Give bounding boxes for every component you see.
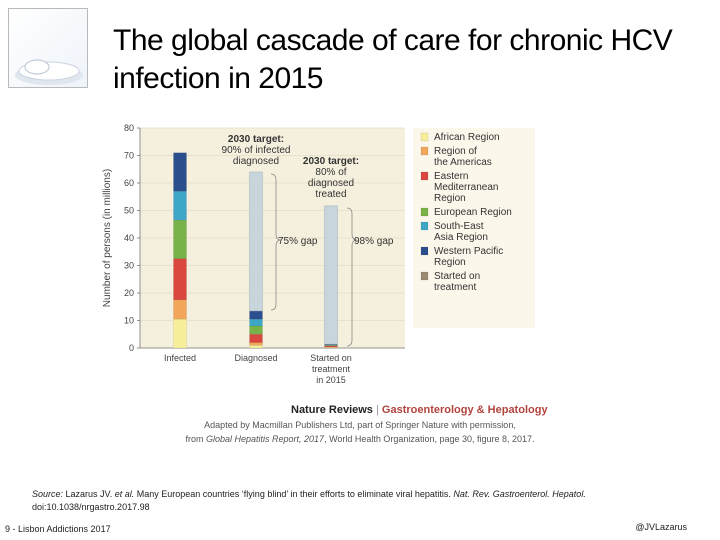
- bar-segment: [173, 258, 187, 301]
- legend-label: Started on: [434, 271, 480, 282]
- bar-segment: [249, 345, 263, 349]
- legend-label: treatment: [434, 282, 476, 293]
- source-authors: Lazarus JV.: [63, 489, 115, 499]
- source-line-1: Source: Lazarus JV. et al. Many European…: [32, 488, 692, 501]
- bar-segment: [173, 318, 187, 349]
- bar-segment: [249, 325, 263, 335]
- y-axis: 0 10 20 30 40 50 60 70 80: [124, 123, 405, 353]
- credit-line-2: from Global Hepatitis Report, 2017, Worl…: [150, 432, 570, 446]
- y-tick-label: 80: [124, 123, 134, 133]
- y-tick-label: 70: [124, 151, 134, 161]
- source-label: Source:: [32, 489, 64, 499]
- source-text: Many European countries ‘flying blind’ i…: [134, 489, 454, 499]
- y-axis-label: Number of persons (in millions): [102, 169, 113, 307]
- legend-label: Asia Region: [434, 232, 488, 243]
- annotation-line: 80% of: [315, 167, 346, 178]
- bar-segment: [173, 299, 187, 320]
- gap-segment: [324, 205, 338, 345]
- source-doi: doi:10.1038/nrgastro.2017.98: [32, 502, 150, 512]
- source-journal: Nat. Rev. Gastroenterol. Hepatol.: [453, 489, 586, 499]
- legend-swatch: [420, 207, 429, 217]
- bar-segment: [249, 334, 263, 343]
- globe-icon: [15, 59, 83, 85]
- x-tick-label: Started on: [310, 353, 352, 363]
- gap-bracket-treated: [346, 207, 358, 347]
- y-tick-label: 40: [124, 233, 134, 243]
- legend-background: [413, 128, 535, 328]
- gap-brackets: [270, 173, 358, 347]
- bars: [173, 152, 338, 349]
- source-citation: Source: Lazarus JV. et al. Many European…: [32, 488, 692, 514]
- legend-label: Mediterranean: [434, 182, 498, 193]
- image-credit: Adapted by Macmillan Publishers Ltd, par…: [150, 418, 570, 446]
- logo-icon: [8, 8, 88, 88]
- x-tick-label: Infected: [164, 353, 196, 363]
- annotation-target-treated: 2030 target: 80% of diagnosed treated: [303, 156, 359, 200]
- legend-swatch: [420, 246, 429, 256]
- credit-line-1: Adapted by Macmillan Publishers Ltd, par…: [204, 420, 516, 430]
- annotation-line: diagnosed: [233, 156, 279, 167]
- y-tick-label: 0: [129, 343, 134, 353]
- title-line-1: The global cascade of care for chronic H…: [113, 24, 673, 57]
- legend-label: Western Pacific: [434, 246, 503, 257]
- annotation-target-diagnosed: 2030 target: 90% of infected diagnosed: [222, 134, 291, 167]
- bar-segment: [173, 219, 187, 259]
- bar-segment: [249, 310, 263, 320]
- gap-bracket-diagnosed: [270, 173, 282, 311]
- bar-segment: [249, 342, 263, 346]
- y-tick-label: 10: [124, 316, 134, 326]
- legend-label: Region: [434, 193, 466, 204]
- bar-segment: [249, 318, 263, 327]
- legend-label: the Americas: [434, 157, 492, 168]
- publisher-section: Gastroenterology & Hepatology: [382, 404, 549, 416]
- x-tick-label: Diagnosed: [234, 353, 277, 363]
- title-line-2: infection in 2015: [113, 62, 324, 95]
- y-tick-label: 60: [124, 178, 134, 188]
- legend-label: South-East: [434, 221, 484, 232]
- legend-label: Region of: [434, 146, 477, 157]
- credit-prefix: from: [185, 434, 206, 444]
- footer-right: @JVLazarus: [635, 522, 687, 532]
- legend-label: Region: [434, 257, 466, 268]
- legend-swatch: [420, 221, 429, 231]
- gap-segment: [249, 171, 263, 312]
- annotation-line: diagnosed: [308, 178, 354, 189]
- bar-segment: [173, 191, 187, 221]
- y-tick-label: 50: [124, 206, 134, 216]
- legend-label: Eastern: [434, 171, 468, 182]
- legend-swatch: [420, 132, 429, 142]
- credit-report-title: Global Hepatitis Report, 2017: [205, 434, 325, 444]
- x-tick-label: in 2015: [316, 375, 346, 385]
- page-title: The global cascade of care for chronic H…: [113, 22, 693, 98]
- publisher-label: Nature Reviews | Gastroenterology & Hepa…: [291, 404, 548, 416]
- publisher-name: Nature Reviews: [291, 404, 373, 416]
- cascade-chart: 0 10 20 30 40 50 60 70 80 Number of persons (in …: [102, 123, 548, 416]
- annotation-line: 90% of infected: [222, 145, 291, 156]
- gap-label-treated: 98% gap: [354, 236, 394, 247]
- footer-left: 9 - Lisbon Addictions 2017: [5, 524, 111, 534]
- legend-label: African Region: [434, 132, 500, 143]
- x-tick-label: treatment: [312, 364, 351, 374]
- source-etal: et al.: [114, 489, 135, 499]
- y-tick-label: 30: [124, 261, 134, 271]
- annotation-line: treated: [315, 189, 346, 200]
- annotation-line: 2030 target:: [303, 156, 359, 167]
- legend-swatch: [420, 146, 429, 156]
- credit-suffix: , World Health Organization, page 30, fi…: [324, 434, 535, 444]
- gap-label-diagnosed: 75% gap: [278, 236, 318, 247]
- legend-swatch: [420, 171, 429, 181]
- bar-segment: [173, 152, 187, 192]
- annotation-line: 2030 target:: [228, 134, 284, 145]
- publisher-separator: |: [373, 404, 382, 416]
- y-tick-label: 20: [124, 288, 134, 298]
- legend-label: European Region: [434, 207, 512, 218]
- legend-swatch: [420, 271, 429, 281]
